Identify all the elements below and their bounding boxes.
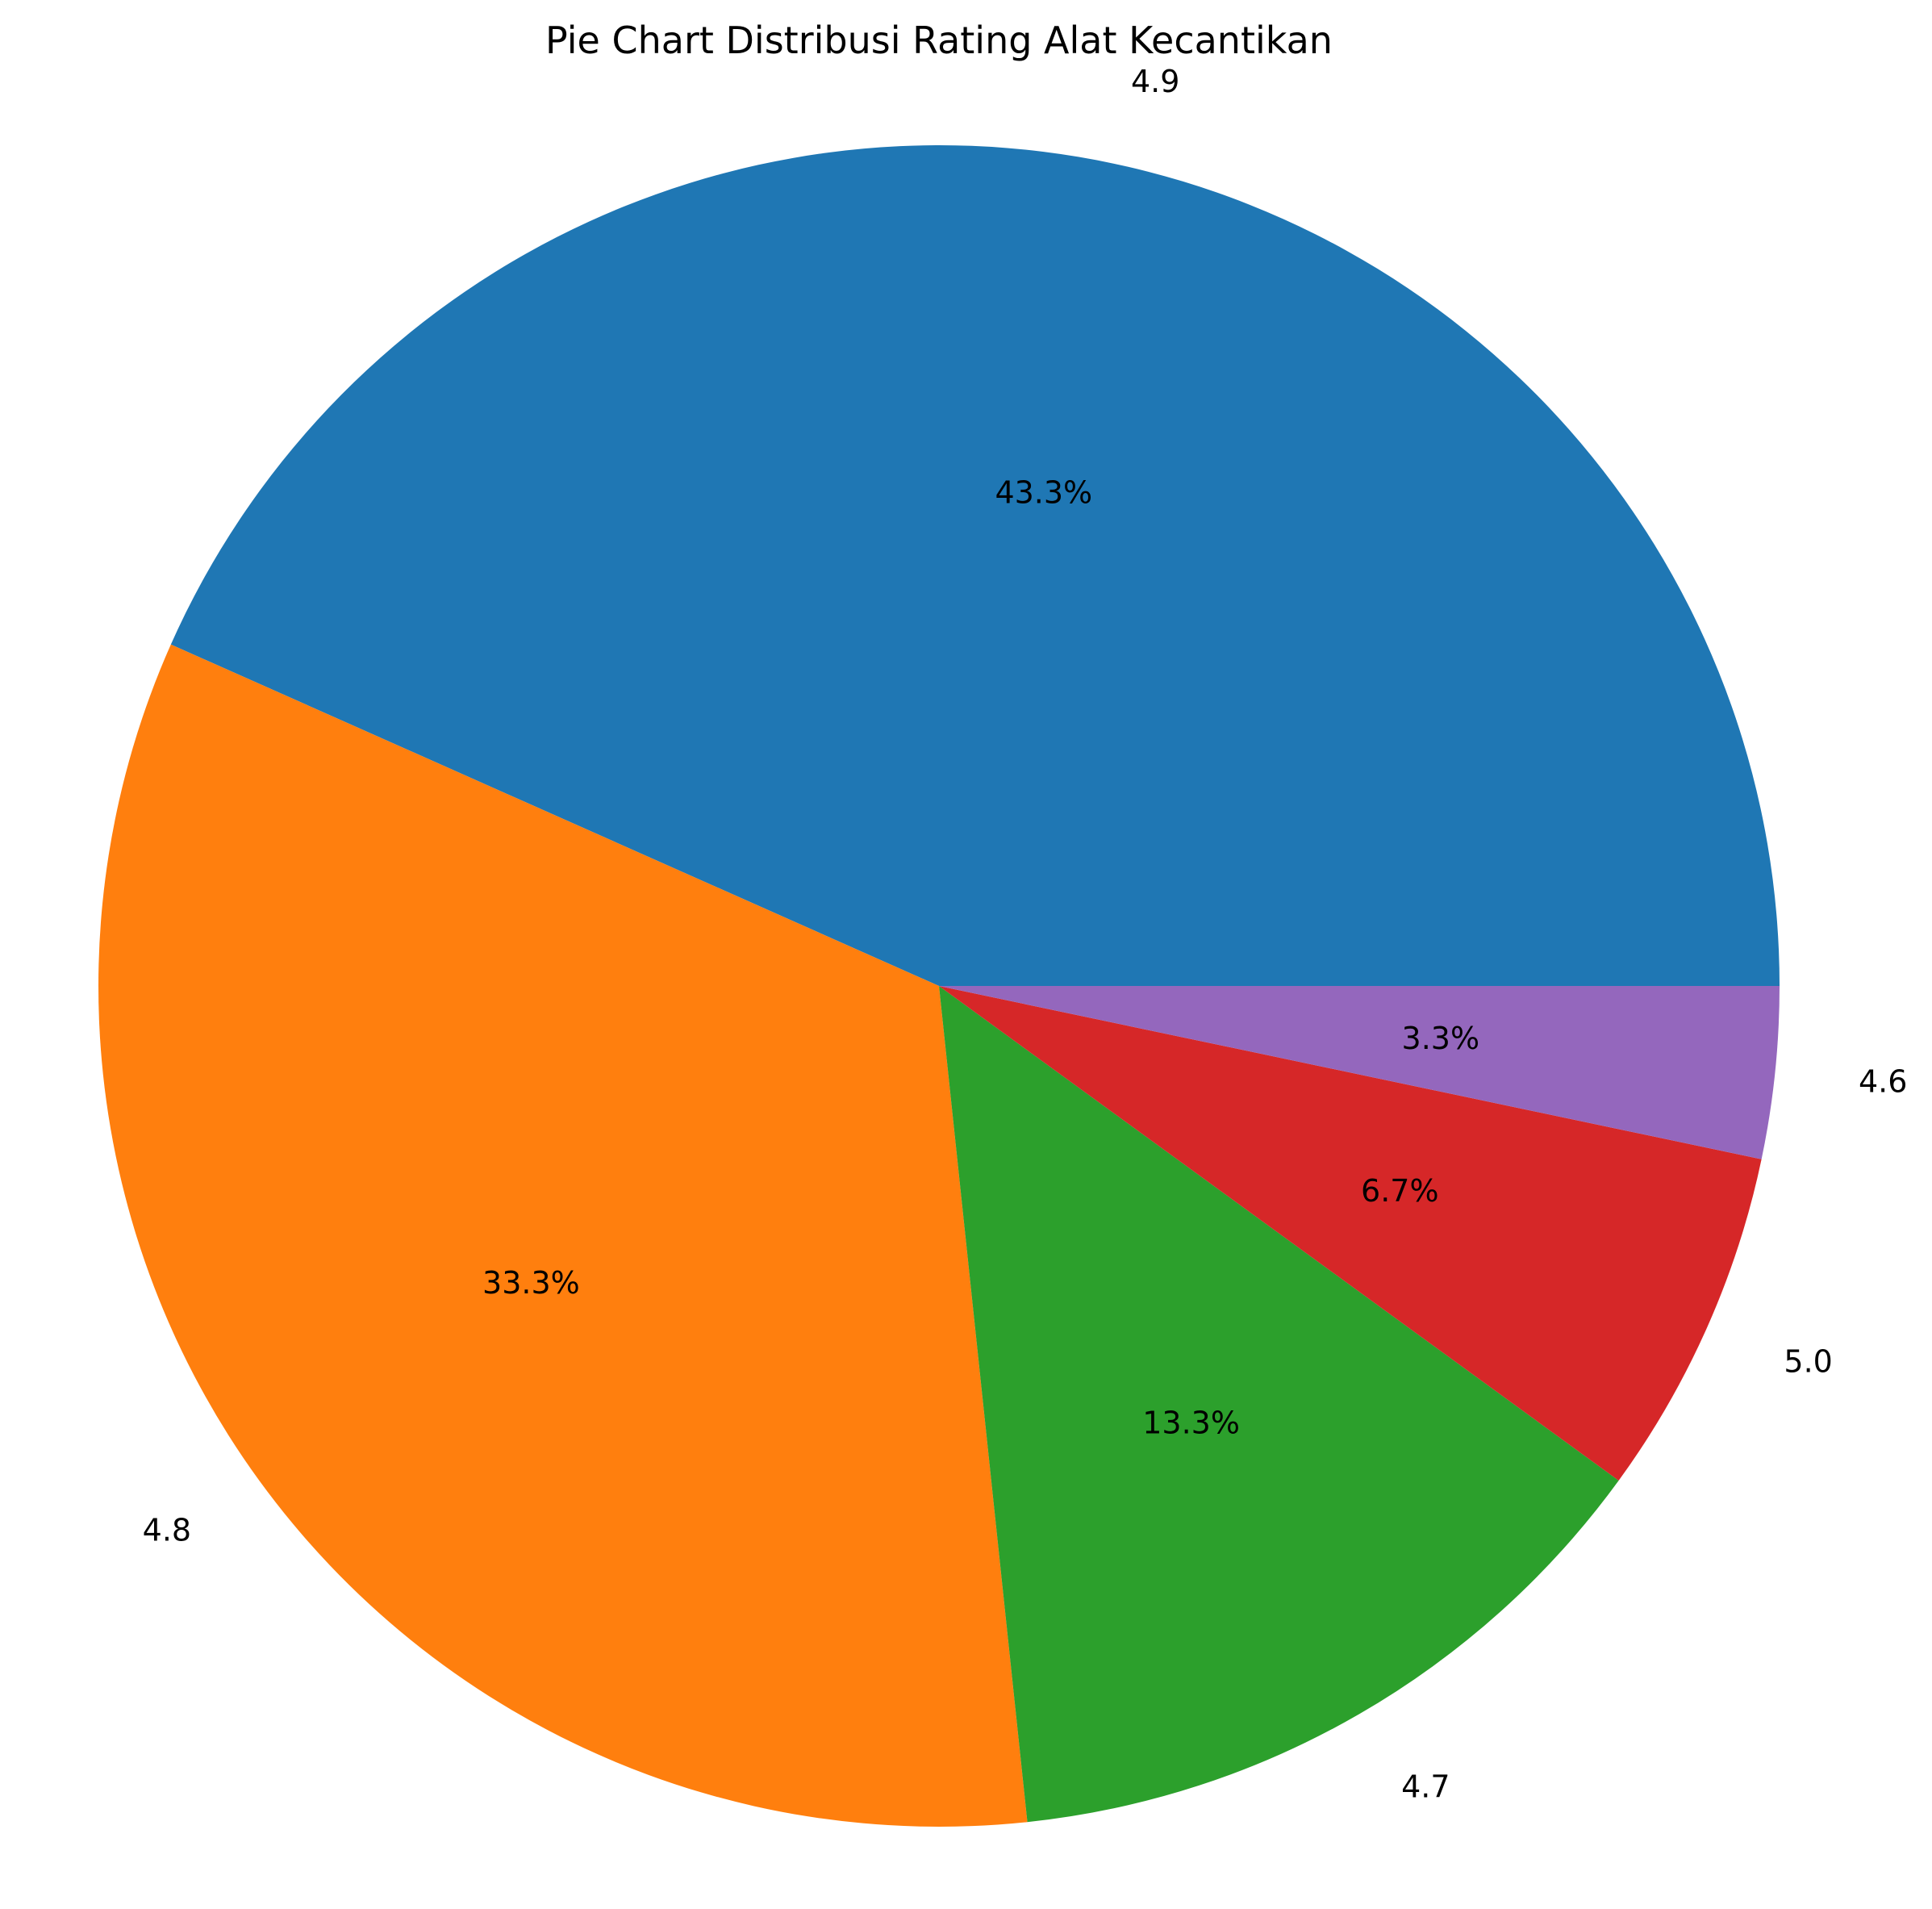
slice-label-4-7: 4.7 [1401,1769,1450,1805]
pie-slice-4-9 [170,145,1780,986]
pct-label-4-9: 43.3% [995,474,1092,510]
pct-label-4-8: 33.3% [482,1265,580,1301]
slice-label-4-8: 4.8 [143,1512,191,1548]
slice-label-5-0: 5.0 [1784,1344,1832,1380]
slice-label-4-9: 4.9 [1131,64,1179,99]
pie-slice-4-6 [939,986,1780,1159]
pct-label-4-7: 13.3% [1142,1405,1240,1440]
pie-slice-4-8 [98,644,1028,1827]
pct-label-5-0: 6.7% [1361,1173,1439,1209]
pie-labels: 43.3% 4.9 33.3% 4.8 13.3% 4.7 6.7% 5.0 3.3% 4.6 [143,64,1908,1805]
chart-title: Pie Chart Distribusi Rating Alat Kecanti… [545,19,1333,62]
pct-label-4-6: 3.3% [1402,1021,1480,1056]
slice-label-4-6: 4.6 [1859,1064,1907,1100]
pie-slice-4-7 [939,986,1619,1823]
pie-slices [98,145,1780,1827]
pie-slice-5-0 [939,986,1762,1481]
